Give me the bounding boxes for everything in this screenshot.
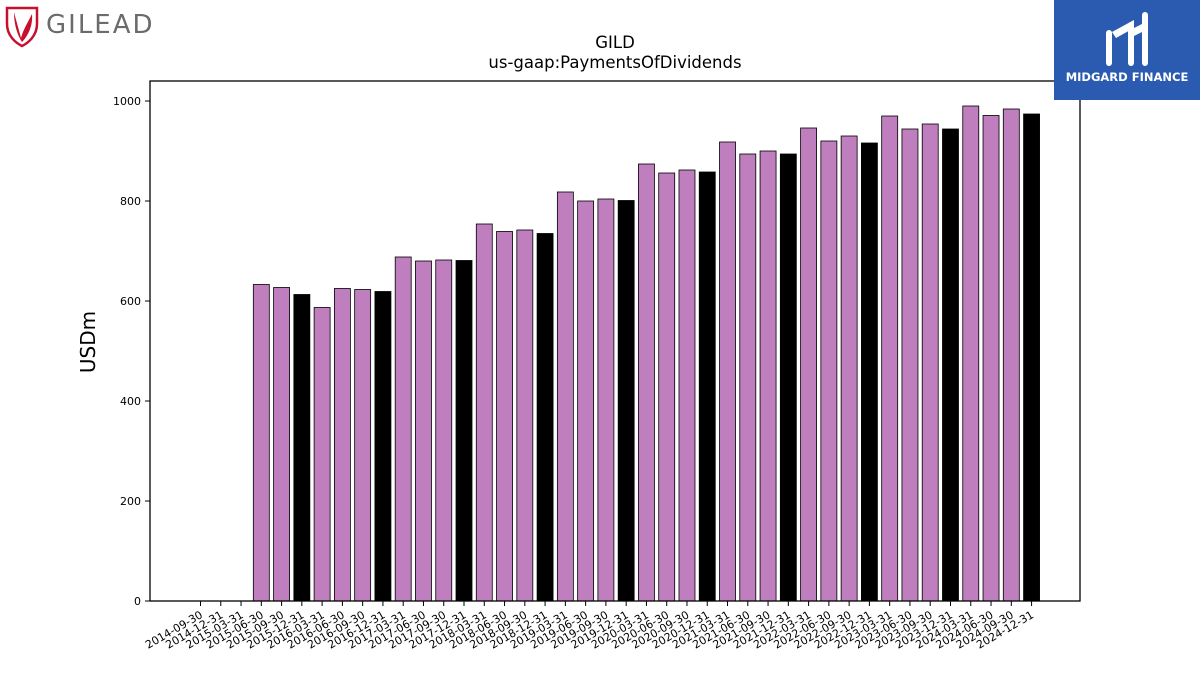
gilead-logo-text: GILEAD <box>46 10 155 40</box>
bar-2021-03-31 <box>719 141 736 602</box>
bar-2018-03-31 <box>475 223 493 602</box>
bar-2023-12-31 <box>942 128 959 602</box>
bar-2023-06-30 <box>901 128 919 602</box>
bar-2020-09-30 <box>678 169 696 602</box>
bar-2015-06-30 <box>252 284 270 602</box>
bar-2024-06-30 <box>982 115 1000 602</box>
bar-2018-09-30 <box>516 229 534 602</box>
bar-2022-06-30 <box>820 140 838 602</box>
y-axis-label: USDm <box>76 311 100 373</box>
bar-2019-12-31 <box>617 200 635 602</box>
bar-2016-03-31 <box>313 307 331 602</box>
y-axis-ticks: 0 200 400 600 800 1000 <box>113 95 150 608</box>
bar-2018-06-30 <box>496 231 513 602</box>
bar-2024-03-31 <box>962 105 980 602</box>
bar-2021-12-31 <box>779 153 797 602</box>
y-tick-label: 0 <box>134 595 141 608</box>
bar-2023-03-31 <box>881 115 899 602</box>
bar-2022-09-30 <box>840 135 858 602</box>
bar-2016-09-30 <box>354 289 372 602</box>
bar-series <box>252 105 1040 602</box>
bar-2019-09-30 <box>597 198 615 602</box>
gilead-logo: GILEAD <box>4 4 164 50</box>
bar-2024-09-30 <box>1002 108 1020 602</box>
bar-2020-03-31 <box>638 163 655 602</box>
bar-2019-03-31 <box>556 191 574 602</box>
midgard-finance-logo: MIDGARD FINANCE <box>1054 0 1200 100</box>
bar-2022-03-31 <box>800 127 817 602</box>
plot-frame <box>149 80 1081 602</box>
bar-2023-09-30 <box>921 123 939 602</box>
y-tick-label: 200 <box>120 495 141 508</box>
bar-2017-09-30 <box>435 259 453 602</box>
bar-2015-09-30 <box>273 287 290 602</box>
bar-2017-12-31 <box>455 260 473 602</box>
bar-2021-09-30 <box>759 150 777 602</box>
midgard-logo-text: MIDGARD FINANCE <box>1065 70 1189 84</box>
bar-2016-12-31 <box>374 291 392 602</box>
bar-2022-12-31 <box>861 142 878 602</box>
x-axis-ticks: 2014-09-302014-12-312015-03-312015-06-30… <box>143 601 1036 652</box>
bar-2020-06-30 <box>658 172 676 602</box>
bar-2018-12-31 <box>536 233 554 602</box>
bar-2024-12-31 <box>1023 113 1040 602</box>
gilead-shield-icon <box>5 6 39 48</box>
chart-title: GILD <box>595 33 635 52</box>
y-tick-label: 1000 <box>113 95 141 108</box>
bar-2016-06-30 <box>333 288 351 602</box>
midgard-mark-icon <box>1106 12 1148 66</box>
bar-2021-06-30 <box>739 153 757 602</box>
chart-subtitle: us-gaap:PaymentsOfDividends <box>488 53 741 72</box>
y-tick-label: 600 <box>120 295 141 308</box>
bar-2017-06-30 <box>415 260 432 602</box>
y-tick-label: 400 <box>120 395 141 408</box>
bar-2019-06-30 <box>577 200 595 602</box>
bar-2020-12-31 <box>698 171 716 602</box>
bar-2015-12-31 <box>293 294 311 602</box>
bar-2017-03-31 <box>394 256 412 602</box>
y-tick-label: 800 <box>120 195 141 208</box>
